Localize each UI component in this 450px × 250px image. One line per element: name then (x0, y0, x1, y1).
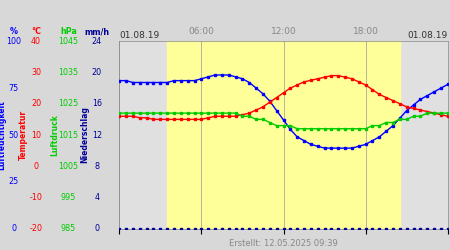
Text: 30: 30 (31, 68, 41, 77)
Text: 0: 0 (33, 162, 39, 171)
Text: %: % (9, 27, 18, 36)
Text: 0: 0 (11, 224, 16, 233)
Text: 01.08.19: 01.08.19 (119, 31, 159, 40)
Text: Niederschlag: Niederschlag (80, 106, 89, 164)
Text: 10: 10 (31, 130, 41, 140)
Text: 1005: 1005 (58, 162, 78, 171)
Text: 1035: 1035 (58, 68, 78, 77)
Text: 18:00: 18:00 (353, 27, 378, 36)
Text: 985: 985 (61, 224, 76, 233)
Text: Erstellt: 12.05.2025 09:39: Erstellt: 12.05.2025 09:39 (229, 238, 338, 248)
Text: 100: 100 (6, 37, 21, 46)
Text: -20: -20 (30, 224, 42, 233)
Text: 8: 8 (94, 162, 99, 171)
Text: 20: 20 (92, 68, 102, 77)
Text: Luftfeuchtigkeit: Luftfeuchtigkeit (0, 100, 7, 170)
Text: °C: °C (31, 27, 41, 36)
Text: Luftdruck: Luftdruck (50, 114, 59, 156)
Text: 995: 995 (61, 193, 76, 202)
Text: 75: 75 (9, 84, 18, 92)
Text: 16: 16 (92, 99, 102, 108)
Text: 24: 24 (92, 37, 102, 46)
Text: 1025: 1025 (58, 99, 78, 108)
Text: hPa: hPa (60, 27, 77, 36)
Text: 12:00: 12:00 (270, 27, 297, 36)
Text: 06:00: 06:00 (189, 27, 214, 36)
Text: 4: 4 (94, 193, 99, 202)
Text: 25: 25 (9, 178, 18, 186)
Text: 1045: 1045 (58, 37, 78, 46)
Text: 50: 50 (9, 130, 18, 140)
Text: Temperatur: Temperatur (19, 110, 28, 160)
Text: -10: -10 (30, 193, 42, 202)
Text: 12: 12 (92, 130, 102, 140)
Text: 1015: 1015 (58, 130, 78, 140)
Text: 01.08.19: 01.08.19 (408, 31, 448, 40)
Text: 40: 40 (31, 37, 41, 46)
Text: mm/h: mm/h (84, 27, 109, 36)
Bar (167, 41, 400, 229)
Text: 0: 0 (94, 224, 99, 233)
Text: 20: 20 (31, 99, 41, 108)
